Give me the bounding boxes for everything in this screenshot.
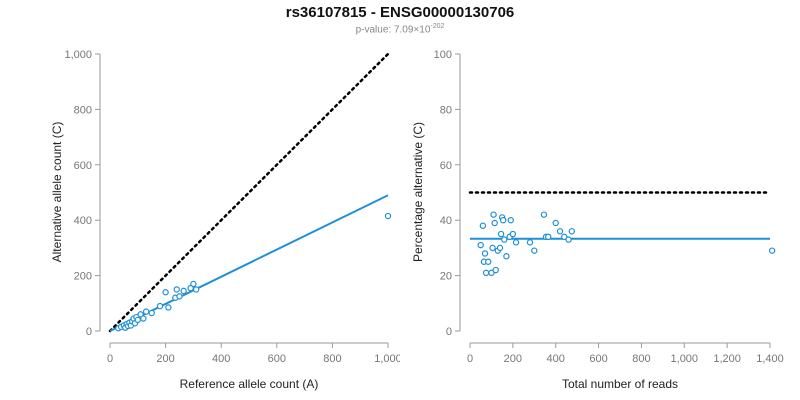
data-point	[134, 316, 141, 324]
scatter-plot-right: Total number of reads Percentage alterna…	[411, 49, 784, 391]
y-tick-label: 0	[86, 326, 92, 338]
data-point	[491, 219, 498, 227]
data-point	[148, 309, 155, 317]
reference-line-left	[108, 52, 390, 333]
data-point	[556, 228, 564, 235]
x-tick-label: 400	[547, 353, 565, 365]
x-tick-label: 1,200	[713, 353, 741, 365]
data-point	[485, 258, 492, 265]
x-tick-label: 0	[467, 353, 473, 365]
data-point	[176, 293, 183, 300]
x-tick-label: 800	[632, 353, 650, 365]
y-tick-label: 600	[74, 160, 92, 172]
chart-title: rs36107815 - ENSG00000130706	[285, 4, 515, 21]
x-tick-label: 0	[107, 353, 113, 365]
data-point	[568, 228, 575, 235]
y-tick-label: 200	[74, 271, 92, 283]
data-point	[156, 302, 164, 310]
data-point	[482, 269, 490, 277]
data-point	[565, 236, 572, 243]
data-point	[384, 212, 392, 220]
y-tick-label: 60	[440, 160, 452, 172]
y-axis-label-left: Alternative allele count (C)	[50, 122, 64, 263]
x-axis-label-left: Reference allele count (A)	[180, 377, 319, 391]
data-point	[481, 250, 489, 257]
data-point	[509, 230, 517, 238]
data-point	[768, 247, 776, 254]
x-tick-label: 600	[268, 353, 286, 365]
data-point	[561, 233, 568, 241]
y-tick-label: 800	[74, 104, 92, 116]
x-tick-label: 200	[504, 353, 522, 365]
y-tick-label: 1,000	[64, 49, 92, 61]
data-point	[503, 253, 510, 260]
data-point	[142, 308, 150, 315]
data-point	[477, 241, 484, 249]
data-point	[512, 239, 520, 246]
x-axis-label-right: Total number of reads	[562, 377, 678, 391]
data-point	[490, 211, 497, 218]
data-point	[500, 216, 507, 224]
data-point	[501, 236, 508, 243]
data-point	[545, 233, 552, 241]
y-tick-label: 100	[434, 49, 452, 61]
scatter-plot-left: Reference allele count (A) Alternative a…	[50, 49, 400, 391]
y-axis-label-right: Percentage alternative (C)	[411, 122, 425, 262]
y-tick-label: 20	[440, 271, 452, 283]
data-point	[489, 244, 496, 252]
data-point	[497, 230, 505, 238]
x-tick-label: 1,400	[756, 353, 784, 365]
fit-line-left	[109, 194, 389, 332]
data-point	[540, 211, 548, 218]
data-point	[192, 286, 200, 293]
y-tick-label: 400	[74, 215, 92, 227]
pvalue-text: p-value: 7.09×10	[355, 24, 431, 36]
x-tick-label: 1,000	[671, 353, 699, 365]
data-point	[526, 239, 534, 246]
pvalue-exponent: -202	[430, 23, 445, 30]
data-point	[479, 222, 487, 229]
x-tick-label: 600	[589, 353, 607, 365]
data-point	[162, 289, 169, 296]
data-point	[488, 269, 495, 277]
x-tick-label: 200	[156, 353, 174, 365]
y-tick-label: 80	[440, 104, 452, 116]
x-tick-label: 400	[212, 353, 230, 365]
data-point	[507, 216, 514, 224]
data-point	[492, 266, 499, 274]
x-tick-label: 800	[323, 353, 341, 365]
data-point	[140, 315, 147, 322]
y-tick-label: 0	[446, 326, 452, 338]
y-tick-label: 40	[440, 215, 452, 227]
data-point	[190, 280, 197, 288]
data-point	[552, 219, 559, 227]
pvalue-subtitle: p-value: 7.09×10-202	[0, 23, 800, 35]
x-tick-label: 1,000	[374, 353, 400, 365]
data-point	[173, 286, 180, 293]
data-point	[531, 247, 538, 254]
data-point	[180, 287, 187, 295]
data-point	[496, 244, 504, 252]
data-point	[165, 304, 172, 311]
